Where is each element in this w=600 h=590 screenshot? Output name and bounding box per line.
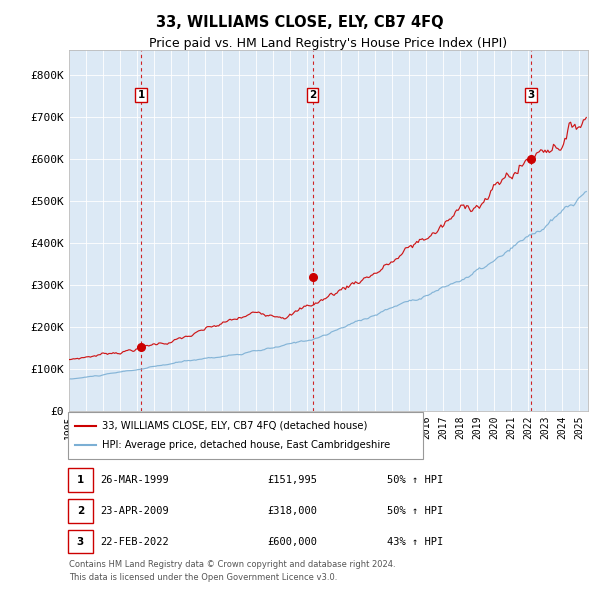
Text: 1: 1 <box>77 475 84 485</box>
Text: 50% ↑ HPI: 50% ↑ HPI <box>387 506 443 516</box>
Text: Contains HM Land Registry data © Crown copyright and database right 2024.: Contains HM Land Registry data © Crown c… <box>69 560 395 569</box>
Text: 43% ↑ HPI: 43% ↑ HPI <box>387 536 443 546</box>
Text: 23-APR-2009: 23-APR-2009 <box>100 506 169 516</box>
Text: 3: 3 <box>527 90 535 100</box>
Text: £318,000: £318,000 <box>267 506 317 516</box>
Text: 33, WILLIAMS CLOSE, ELY, CB7 4FQ (detached house): 33, WILLIAMS CLOSE, ELY, CB7 4FQ (detach… <box>102 421 367 431</box>
Text: £600,000: £600,000 <box>267 536 317 546</box>
Text: £151,995: £151,995 <box>267 475 317 485</box>
Text: 26-MAR-1999: 26-MAR-1999 <box>100 475 169 485</box>
Text: 22-FEB-2022: 22-FEB-2022 <box>100 536 169 546</box>
Text: HPI: Average price, detached house, East Cambridgeshire: HPI: Average price, detached house, East… <box>102 440 390 450</box>
Text: 2: 2 <box>77 506 84 516</box>
Text: 33, WILLIAMS CLOSE, ELY, CB7 4FQ: 33, WILLIAMS CLOSE, ELY, CB7 4FQ <box>156 15 444 30</box>
Text: 3: 3 <box>77 536 84 546</box>
Text: 50% ↑ HPI: 50% ↑ HPI <box>387 475 443 485</box>
Text: 1: 1 <box>137 90 145 100</box>
Text: This data is licensed under the Open Government Licence v3.0.: This data is licensed under the Open Gov… <box>69 573 337 582</box>
Text: 2: 2 <box>309 90 316 100</box>
Title: Price paid vs. HM Land Registry's House Price Index (HPI): Price paid vs. HM Land Registry's House … <box>149 37 508 50</box>
